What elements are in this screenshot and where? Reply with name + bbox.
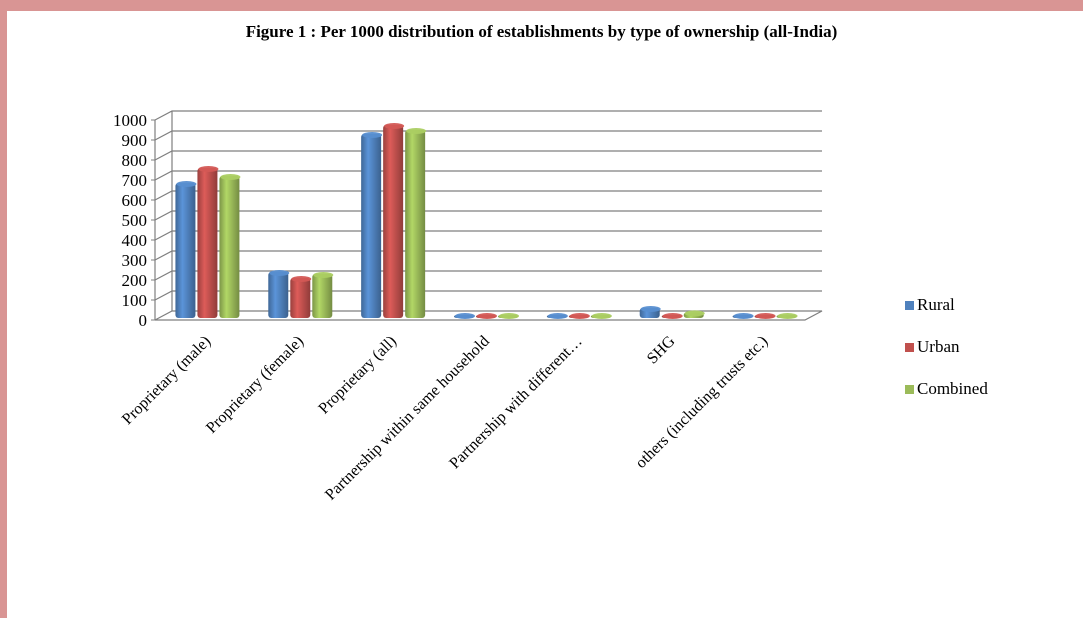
bar-rural-2 [361,134,382,318]
y-tick-label: 100 [122,291,148,310]
gridline [154,170,822,181]
chart-title: Figure 1 : Per 1000 distribution of esta… [245,22,838,41]
frame-top-border [0,0,1083,11]
bar-combined-0 [219,176,240,318]
legend-swatch-urban [905,342,914,352]
bar-cap-rural-0 [176,181,197,187]
legend-item-rural: Rural [905,295,988,315]
gridlines [151,110,823,321]
gridline [154,230,822,241]
bar-combined-1 [312,274,333,318]
y-tick-label: 300 [122,251,148,270]
gridline [154,250,822,261]
legend-item-combined: Combined [905,379,988,399]
gridline [154,150,822,161]
bar-cap-combined-2 [406,128,427,134]
bar-cap-urban-4 [569,313,590,319]
bar-cap-rural-4 [547,313,568,319]
y-tick-label: 200 [122,271,148,290]
gridline [154,210,822,221]
y-tick-label: 800 [122,151,148,170]
bar-cap-urban-6 [755,313,776,319]
x-axis-category-labels: Proprietary (male)Proprietary (female) Pr… [119,332,771,503]
y-tick-label: 900 [122,131,148,150]
bar-urban-1 [290,278,311,318]
floor-plane [154,310,823,321]
bar-cap-combined-0 [220,174,241,180]
gridline [154,130,822,141]
legend-label-rural: Rural [917,295,955,314]
bar-cap-rural-3 [455,313,475,319]
y-tick-label: 0 [139,311,148,330]
x-category-label: Proprietary (female) [203,333,307,437]
bar-cap-urban-3 [477,313,497,319]
bar-rural-0 [175,183,196,318]
gridline [154,110,822,121]
gridline [154,190,822,201]
y-tick-label: 1000 [113,111,147,130]
bar-cap-combined-6 [777,313,798,319]
y-tick-label: 600 [122,191,148,210]
y-tick-label: 400 [122,231,148,250]
legend-swatch-combined [905,384,914,394]
legend-label-combined: Combined [917,379,988,398]
legend-item-urban: Urban [905,337,988,357]
bar-cap-rural-2 [362,132,383,138]
legend: Rural Urban Combined [905,295,988,421]
bar-cap-combined-5 [684,310,705,317]
bar-series [175,123,798,319]
bar-cap-combined-3 [499,313,519,319]
gridline [154,270,822,281]
x-category-label: Proprietary (all) [315,333,400,418]
frame-left-border [0,0,7,618]
legend-swatch-rural [905,300,914,310]
bar-cap-rural-6 [733,313,754,319]
bar-combined-2 [405,130,426,318]
y-tick-label: 500 [122,211,148,230]
bar-cap-rural-1 [269,270,290,276]
bar-cap-urban-5 [662,313,683,319]
bar-cap-combined-1 [313,272,334,278]
bar-rural-1 [268,272,289,318]
bar-urban-0 [197,168,218,318]
bar-cap-combined-4 [591,313,612,319]
x-category-label: SHG [644,332,679,367]
bar-urban-2 [383,125,404,318]
bar-cap-urban-2 [384,123,405,129]
bar-cap-urban-0 [198,166,219,172]
legend-label-urban: Urban [917,337,960,356]
bar-cap-rural-5 [640,306,661,312]
gridline [154,290,822,301]
x-category-label: Partnership within same household [322,333,493,504]
x-category-label: Proprietary (male) [119,333,214,428]
bar-cap-urban-1 [291,276,312,282]
y-tick-label: 700 [122,171,148,190]
